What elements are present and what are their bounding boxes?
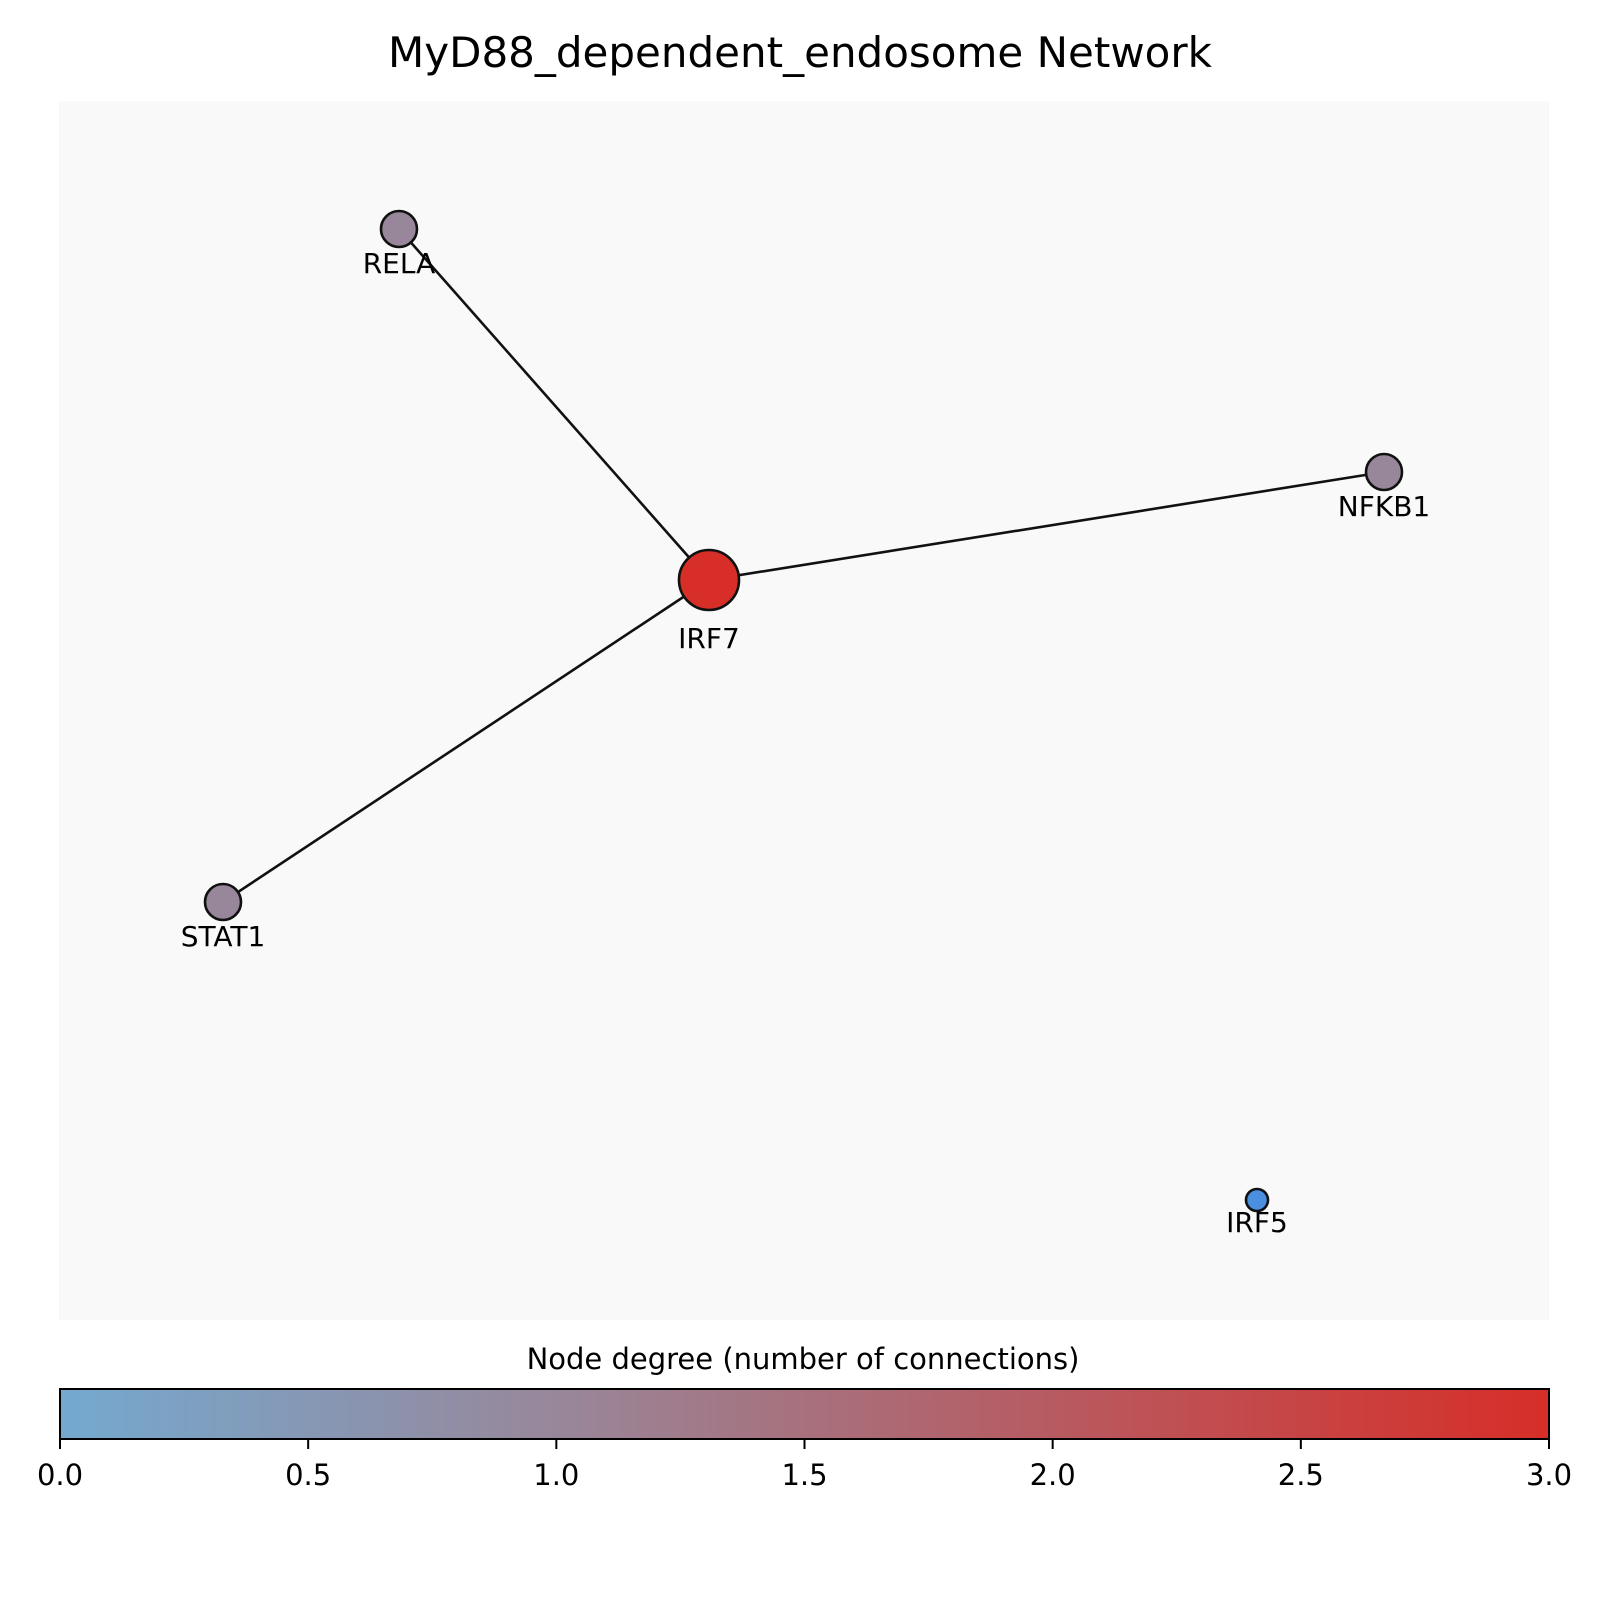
node-irf7 [677, 548, 741, 612]
node-label-irf5: IRF5 [1226, 1206, 1288, 1239]
label-layer: RELA NFKB1 IRF7 STAT1 IRF5 [181, 247, 1431, 1239]
node-label-irf7: IRF7 [678, 622, 740, 655]
plot-area [59, 101, 1549, 1320]
colorbar-tick-label: 1.0 [533, 1458, 579, 1492]
node-stat1 [203, 882, 243, 922]
node-label-rela: RELA [363, 247, 436, 280]
edge-irf7-rela [398, 228, 710, 581]
node-layer [203, 209, 1404, 1213]
node-irf5 [1244, 1187, 1270, 1213]
colorbar-tick-label: 0.0 [37, 1458, 83, 1492]
node-rela [379, 209, 419, 249]
edge-irf7-nfkb1 [708, 470, 1385, 582]
node-label-nfkb1: NFKB1 [1338, 490, 1430, 523]
colorbar-tick-label: 2.5 [1278, 1458, 1324, 1492]
node-label-stat1: STAT1 [181, 920, 266, 953]
edge-irf7-stat1 [222, 578, 710, 904]
colorbar-ticks: 0.0 0.5 1.0 1.5 2.0 2.5 3.0 [37, 1439, 1572, 1492]
colorbar-tick-label: 0.5 [285, 1458, 331, 1492]
colorbar [59, 1388, 1550, 1440]
chart-title: MyD88_dependent_endosome Network [388, 28, 1213, 77]
colorbar-title: Node degree (number of connections) [527, 1342, 1080, 1376]
node-nfkb1 [1364, 452, 1404, 492]
colorbar-tick-label: 2.0 [1030, 1458, 1076, 1492]
colorbar-tick-label: 3.0 [1526, 1458, 1572, 1492]
colorbar-tick-label: 1.5 [781, 1458, 827, 1492]
edge-layer [222, 228, 1385, 904]
